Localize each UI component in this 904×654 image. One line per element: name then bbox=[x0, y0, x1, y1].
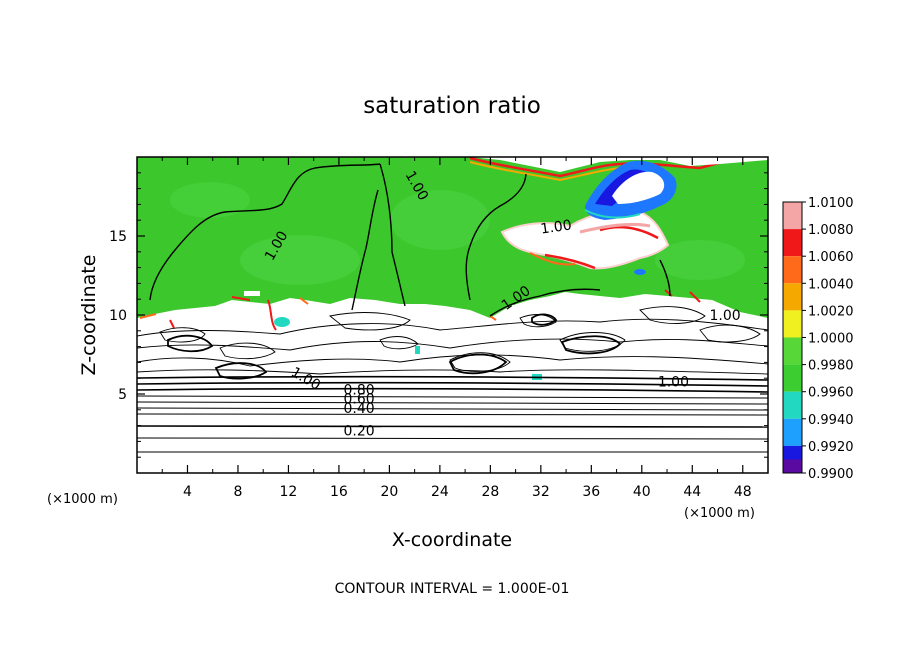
x-unit-label: (×1000 m) bbox=[684, 506, 755, 521]
contour-interval-note: CONTOUR INTERVAL = 1.000E-01 bbox=[335, 581, 570, 597]
supersaturated-top-band bbox=[469, 161, 621, 182]
colorbar-swatch bbox=[783, 337, 802, 365]
colorbar-label: 0.9900 bbox=[808, 467, 854, 482]
supersaturated-specks bbox=[169, 289, 701, 331]
contour-label: 0.80 bbox=[344, 382, 375, 398]
colorbar-label: 1.0100 bbox=[808, 196, 854, 211]
chart-title: saturation ratio bbox=[363, 93, 541, 119]
saturated-texture bbox=[655, 240, 745, 280]
x-tick-label: 48 bbox=[734, 484, 752, 500]
supersaturated-specks bbox=[139, 297, 497, 321]
colorbar-label: 0.9940 bbox=[808, 413, 854, 428]
subsaturated-plume-dry bbox=[612, 171, 665, 204]
contour-label: 1.00 bbox=[658, 374, 689, 390]
supersaturated-rim bbox=[544, 226, 659, 270]
colorbar-swatch bbox=[783, 310, 802, 338]
colorbar-swatch bbox=[783, 202, 802, 230]
x-axis-label: X-coordinate bbox=[392, 529, 512, 551]
colorbar-label: 1.0060 bbox=[808, 250, 854, 265]
colorbar-label: 0.9920 bbox=[808, 440, 854, 455]
subsaturated-speck bbox=[634, 269, 646, 275]
x-ticks: 4 8 12 16 20 24 28 32 36 40 44 48 bbox=[161, 157, 752, 500]
colorbar-swatch bbox=[783, 418, 802, 446]
contour-label: 1.00 bbox=[540, 217, 573, 237]
y-ticks: 5 10 15 bbox=[109, 172, 768, 458]
x-tick-label: 12 bbox=[280, 484, 298, 500]
colorbar-label: 0.9960 bbox=[808, 386, 854, 401]
supersaturated-top-band bbox=[469, 157, 731, 178]
y-axis-label: Z-coordinate bbox=[78, 255, 100, 376]
colorbar-label: 1.0080 bbox=[808, 223, 854, 238]
top-white-strip bbox=[470, 157, 768, 172]
colorbar-label: 1.0020 bbox=[808, 304, 854, 319]
y-tick-label: 10 bbox=[109, 308, 127, 324]
contour-label: 1.00 bbox=[710, 308, 741, 324]
subsaturated-plume-edge bbox=[584, 209, 641, 219]
x-tick-label: 20 bbox=[380, 484, 398, 500]
colorbar-label: 1.0040 bbox=[808, 277, 854, 292]
contour-label: 0.20 bbox=[344, 423, 375, 439]
colorbar: 1.0100 1.0080 1.0060 1.0040 1.0020 1.0000 0.99… bbox=[782, 196, 854, 482]
x-tick-label: 16 bbox=[330, 484, 348, 500]
x-tick-label: 36 bbox=[582, 484, 600, 500]
x-tick-label: 8 bbox=[233, 484, 242, 500]
contour-label: 0.40 bbox=[344, 401, 375, 417]
colorbar-swatch bbox=[783, 364, 802, 392]
colorbar-swatch bbox=[783, 229, 802, 257]
contour-label: 0.60 bbox=[344, 392, 375, 408]
x-tick-label: 40 bbox=[633, 484, 651, 500]
y-tick-label: 5 bbox=[118, 387, 127, 403]
colorbar-swatch bbox=[783, 283, 802, 311]
saturated-texture bbox=[240, 235, 360, 285]
saturated-texture bbox=[170, 182, 250, 218]
supersaturated-rim bbox=[579, 222, 651, 234]
x-tick-label: 44 bbox=[683, 484, 701, 500]
x-tick-label: 32 bbox=[532, 484, 550, 500]
upper-saturated-contours bbox=[149, 163, 671, 317]
y-tick-label: 15 bbox=[109, 229, 127, 245]
x-tick-label: 28 bbox=[481, 484, 499, 500]
cyan-patch bbox=[274, 317, 290, 327]
lower-contours bbox=[137, 306, 768, 375]
x-tick-label: 4 bbox=[183, 484, 192, 500]
white-gap bbox=[244, 291, 260, 296]
y-unit-label: (×1000 m) bbox=[47, 492, 118, 507]
saturated-texture bbox=[390, 190, 490, 250]
colorbar-swatch-bottom bbox=[783, 459, 802, 473]
cyan-patch bbox=[415, 346, 420, 354]
colorbar-swatch bbox=[783, 391, 802, 419]
colorbar-label: 0.9980 bbox=[808, 359, 854, 374]
colorbar-label: 1.0000 bbox=[808, 332, 854, 347]
supersaturated-rim bbox=[529, 252, 576, 266]
colorbar-swatch bbox=[783, 256, 802, 284]
x-tick-label: 24 bbox=[431, 484, 449, 500]
